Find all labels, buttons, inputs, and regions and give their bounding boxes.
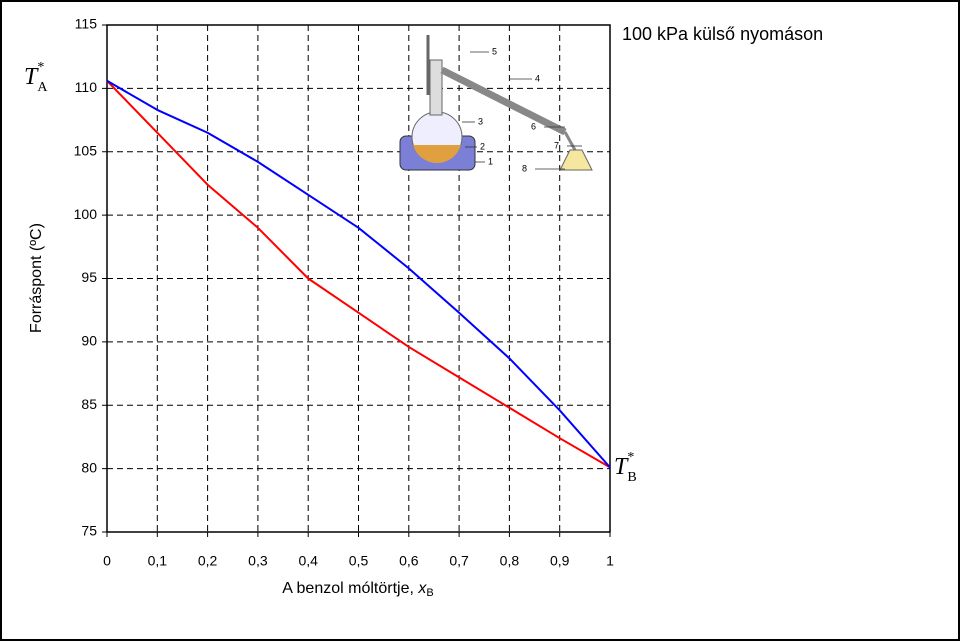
y-tick-label: 85 (81, 396, 97, 412)
x-tick-label: 0,3 (248, 553, 268, 569)
y-tick-label: 100 (74, 206, 98, 222)
annotation-sup: * (627, 450, 634, 465)
series-line (106, 79, 611, 469)
x-axis-label: A benzol móltörtje, xB (282, 580, 433, 599)
x-tick-label: 0,8 (500, 553, 520, 569)
annotation-symbol: T (24, 64, 39, 90)
apparatus-label: 8 (522, 163, 527, 173)
x-tick-label: 1 (606, 553, 614, 569)
x-tick-label: 0,4 (298, 553, 318, 569)
y-tick-label: 110 (75, 79, 98, 95)
x-tick-label: 0,9 (550, 553, 570, 569)
x-tick-label: 0 (103, 553, 111, 569)
x-label-text: A benzol móltörtje, (282, 580, 418, 597)
apparatus-label: 6 (531, 121, 536, 131)
apparatus-label: 5 (492, 46, 497, 56)
adapter (563, 131, 577, 151)
x-tick-label: 0,2 (198, 553, 218, 569)
y-tick-label: 75 (81, 523, 97, 539)
apparatus-label: 1 (488, 156, 493, 166)
x-tick-label: 0,1 (148, 553, 168, 569)
y-tick-label: 115 (75, 16, 98, 32)
receiver (559, 149, 593, 171)
x-label-var: x (417, 580, 427, 597)
y-tick-label: 105 (74, 142, 98, 158)
apparatus-label: 3 (478, 116, 483, 126)
series-line (106, 80, 611, 469)
annotation-sub: A (37, 80, 48, 95)
x-label-sub: B (426, 587, 433, 599)
chart-title: 100 kPa külső nyomáson (622, 24, 823, 44)
condenser (440, 66, 567, 136)
liquid (413, 145, 461, 163)
annotation: T* A (24, 60, 48, 95)
annotation-symbol: T (614, 454, 629, 480)
y-axis-label: Forráspont (ºC) (28, 223, 45, 333)
annotation: T* B (614, 450, 637, 485)
apparatus-label: 2 (480, 141, 485, 151)
y-tick-label: 95 (81, 269, 97, 285)
x-tick-label: 0,5 (349, 553, 369, 569)
apparatus-illustration: 12 3 4 5 6 7 8 (399, 35, 593, 173)
apparatus-label: 7 (554, 140, 559, 150)
flask-neck (429, 59, 443, 116)
x-tick-label: 0,7 (449, 553, 469, 569)
y-tick-label: 80 (81, 459, 97, 475)
apparatus-label: 4 (535, 73, 540, 83)
y-tick-label: 90 (81, 333, 97, 349)
annotation-sub: B (627, 470, 636, 485)
x-tick-label: 0,6 (399, 553, 419, 569)
annotation-sup: * (37, 60, 44, 75)
